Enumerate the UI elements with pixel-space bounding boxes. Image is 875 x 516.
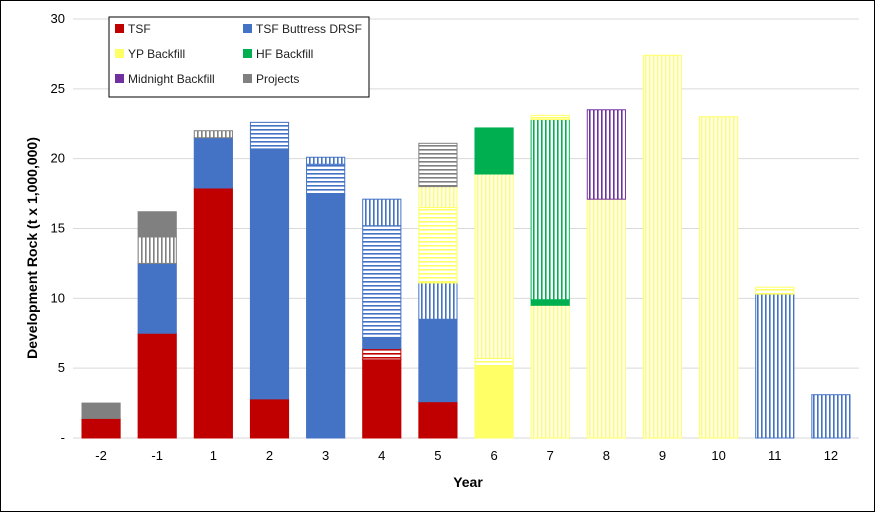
bar-segment	[362, 348, 402, 361]
legend: TSF TSF Buttress DRSF YP Backfill HF Backfi…	[108, 16, 370, 98]
bar-segment	[418, 318, 458, 403]
y-tick-label: 25	[51, 81, 65, 96]
bar-segment	[249, 398, 290, 439]
x-tick-label: 4	[378, 448, 385, 463]
bar-segment	[530, 114, 570, 121]
bar-segment	[586, 198, 626, 439]
legend-label: TSF Buttress DRSF	[256, 22, 362, 36]
legend-swatch	[243, 49, 252, 58]
bar-segment	[418, 401, 458, 439]
y-tick-label: 10	[51, 290, 65, 305]
bar-segment	[474, 173, 514, 359]
x-axis-title: Year	[453, 474, 483, 490]
bar-segment	[418, 282, 458, 320]
bar-segment	[530, 299, 570, 306]
legend-swatch	[243, 24, 252, 33]
bar-segment	[137, 262, 177, 334]
bar-segment	[362, 336, 402, 350]
bar-3	[306, 156, 346, 439]
bar-1	[193, 130, 233, 439]
bar--2	[81, 402, 121, 439]
bar-segment	[137, 236, 177, 264]
x-tick-label: 7	[547, 448, 554, 463]
bar-segment	[418, 142, 458, 188]
bar-segment	[418, 186, 458, 209]
bar-segment	[81, 402, 121, 419]
bar-segment	[474, 366, 514, 439]
bar-segment	[362, 359, 402, 439]
x-tick-label: -1	[151, 448, 163, 463]
x-tick-label: 1	[210, 448, 217, 463]
bar-segment	[306, 163, 346, 196]
legend-swatch	[115, 49, 124, 58]
x-tick-label: 2	[266, 448, 273, 463]
bar-segment	[642, 54, 683, 439]
bar-12	[811, 394, 851, 439]
legend-label: HF Backfill	[256, 47, 313, 61]
bar-2	[249, 121, 290, 439]
bar-segment	[193, 137, 233, 189]
x-tick-label: 9	[659, 448, 666, 463]
y-tick-label: -	[61, 430, 65, 445]
bar-7	[530, 114, 570, 439]
bars	[81, 54, 851, 439]
y-tick-label: 15	[51, 221, 65, 236]
bar-segment	[137, 211, 177, 238]
x-tick-label: -2	[95, 448, 107, 463]
bar-segment	[193, 130, 233, 139]
bar-segment	[81, 417, 121, 439]
bar-segment	[755, 293, 795, 439]
legend-label: TSF	[128, 22, 151, 36]
bar-segment	[362, 225, 402, 338]
bar-segment	[699, 116, 739, 439]
x-tick-label: 8	[603, 448, 610, 463]
bar-5	[418, 142, 458, 439]
bar-11	[755, 286, 795, 439]
bar-segment	[811, 394, 851, 439]
bar-segment	[306, 156, 346, 165]
bar-segment	[586, 109, 626, 200]
bar-segment	[755, 286, 795, 295]
bar-segment	[530, 304, 570, 439]
legend-box	[108, 16, 370, 98]
bar-segment	[249, 148, 290, 400]
bar-segment	[530, 119, 570, 301]
x-tick-label: 5	[434, 448, 441, 463]
bar-10	[699, 116, 739, 439]
x-tick-label: 12	[824, 448, 838, 463]
bar-segment	[474, 357, 514, 368]
x-tick-label: 10	[711, 448, 725, 463]
x-tick-label: 6	[490, 448, 497, 463]
legend-swatch	[115, 74, 124, 83]
x-tick-label: 11	[768, 448, 782, 463]
x-tick-label: 3	[322, 448, 329, 463]
axes: Year Development Rock (t x 1,000,000) - 5…	[24, 11, 838, 490]
bar-4	[362, 198, 402, 439]
bar-segment	[137, 332, 177, 439]
y-tick-label: 5	[58, 360, 65, 375]
bar-segment	[306, 194, 346, 439]
legend-label: YP Backfill	[128, 47, 185, 61]
bar-segment	[249, 121, 290, 150]
bar-9	[642, 54, 683, 439]
legend-swatch	[243, 74, 252, 83]
y-tick-label: 30	[51, 11, 65, 26]
legend-label: Projects	[256, 72, 299, 86]
legend-swatch	[115, 24, 124, 33]
bar-segment	[193, 187, 233, 439]
y-tick-label: 20	[51, 151, 65, 166]
y-axis-title: Development Rock (t x 1,000,000)	[24, 137, 40, 359]
bar-segment	[418, 207, 458, 284]
bar-6	[474, 127, 514, 439]
bar-segment	[474, 127, 514, 175]
bar-segment	[362, 198, 402, 227]
bar--1	[137, 211, 177, 439]
legend-label: Midnight Backfill	[128, 72, 215, 86]
bar-8	[586, 109, 626, 439]
